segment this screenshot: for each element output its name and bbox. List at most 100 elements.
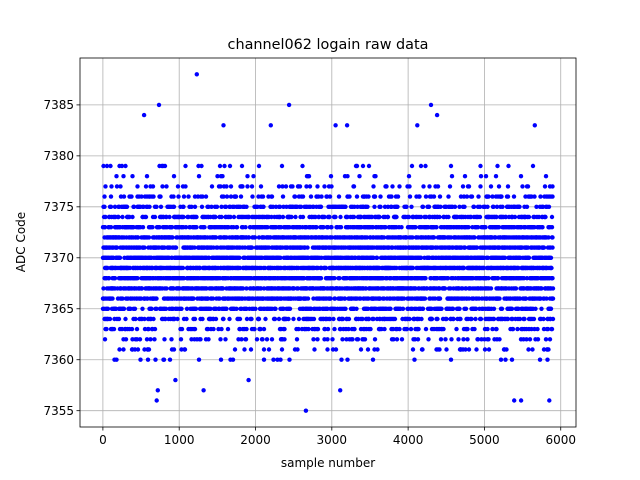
data-point: [423, 163, 428, 169]
data-point: [179, 326, 185, 332]
data-point: [243, 337, 249, 342]
data-point: [416, 326, 421, 332]
data-point: [486, 347, 492, 352]
data-point: [346, 326, 351, 332]
data-point: [550, 194, 555, 199]
data-point: [365, 347, 371, 352]
data-point: [132, 306, 138, 311]
data-point: [392, 316, 398, 322]
data-point: [119, 163, 125, 169]
x-tick-label: 1000: [164, 433, 195, 447]
data-point: [175, 316, 180, 322]
data-point: [154, 398, 159, 403]
data-point: [315, 337, 320, 342]
data-point: [171, 204, 177, 209]
data-point: [152, 337, 157, 342]
data-point: [505, 194, 511, 199]
data-point: [333, 214, 338, 220]
data-point: [423, 194, 429, 199]
data-point: [388, 306, 393, 311]
data-point: [219, 214, 224, 220]
data-point: [395, 204, 400, 209]
data-point: [454, 326, 459, 332]
data-point: [161, 357, 167, 362]
data-point: [104, 163, 110, 169]
data-point: [343, 306, 348, 311]
data-point: [407, 184, 412, 189]
data-point: [214, 204, 220, 209]
data-point: [294, 337, 300, 342]
data-point: [139, 194, 144, 199]
data-point: [550, 276, 555, 281]
data-point: [263, 316, 268, 322]
data-point: [158, 204, 164, 209]
data-point: [543, 214, 548, 220]
data-point: [123, 337, 129, 342]
data-point: [478, 174, 484, 179]
data-point: [167, 357, 173, 362]
y-axis-label: ADC Code: [14, 212, 28, 272]
data-point: [444, 316, 449, 322]
data-point: [404, 204, 409, 209]
y-tick-label: 7360: [43, 353, 74, 367]
data-point: [412, 357, 417, 362]
data-point: [164, 184, 169, 189]
data-point: [258, 326, 263, 332]
data-point: [135, 235, 141, 240]
data-point: [244, 326, 249, 332]
data-point: [374, 255, 380, 260]
data-point: [171, 194, 176, 199]
data-point: [266, 347, 272, 352]
data-point: [221, 316, 226, 322]
data-point: [213, 316, 219, 322]
data-point: [244, 204, 249, 209]
data-point: [203, 194, 209, 199]
data-point: [237, 255, 242, 260]
data-point: [181, 214, 186, 220]
data-point: [217, 296, 222, 301]
data-point: [327, 194, 333, 199]
data-point: [114, 245, 120, 250]
data-point: [461, 337, 466, 342]
data-point: [121, 306, 127, 311]
data-point: [244, 286, 249, 291]
data-point: [272, 316, 278, 322]
data-point: [103, 214, 108, 220]
data-point: [504, 347, 509, 352]
data-point: [444, 347, 449, 352]
data-point: [420, 347, 425, 352]
data-point: [220, 286, 226, 291]
data-point: [276, 184, 282, 189]
data-point: [477, 214, 483, 220]
data-point: [447, 184, 453, 189]
data-point: [194, 72, 199, 77]
data-point: [547, 337, 553, 342]
data-point: [194, 225, 199, 230]
data-point: [152, 326, 158, 332]
data-point: [280, 184, 285, 189]
data-point: [456, 337, 461, 342]
data-point: [431, 194, 437, 199]
data-point: [328, 174, 334, 179]
data-point: [291, 316, 296, 322]
data-point: [496, 184, 502, 189]
data-point: [246, 235, 252, 240]
data-point: [232, 347, 238, 352]
data-point: [140, 306, 145, 311]
data-point: [426, 204, 432, 209]
data-point: [327, 316, 333, 322]
data-point: [243, 225, 248, 230]
data-point: [354, 306, 359, 311]
data-point: [458, 316, 463, 322]
data-point: [522, 316, 527, 322]
data-point: [279, 347, 285, 352]
data-point: [318, 204, 324, 209]
data-point: [183, 225, 189, 230]
data-point: [407, 316, 412, 322]
data-point: [107, 316, 113, 322]
x-tick-label: 4000: [393, 433, 424, 447]
data-point: [437, 296, 443, 301]
data-point: [135, 184, 140, 189]
data-point: [279, 163, 285, 169]
